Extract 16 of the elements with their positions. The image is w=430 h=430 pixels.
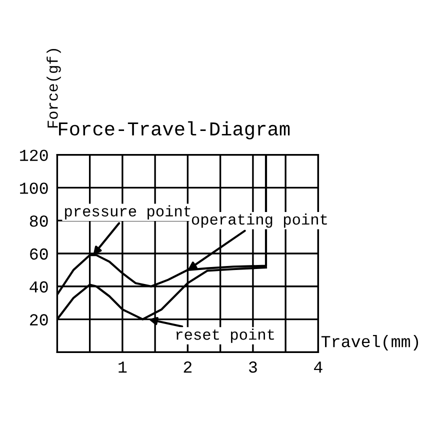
annotation: operating point [192,213,327,228]
y-tick-label: 120 [20,150,48,162]
y-tick-label: 80 [30,215,48,227]
x-tick-label: 3 [248,361,257,373]
y-tick-label: 60 [30,248,48,260]
annotation: reset point [176,328,274,343]
x-tick-label: 4 [314,362,322,373]
chart-title: Force-Travel-Diagram [59,121,290,140]
annotation: pressure point [65,205,190,220]
x-axis-title: Travel(mm) [321,334,418,351]
y-axis-title: Force(gf) [46,49,61,128]
x-tick-label: 1 [118,362,127,373]
y-tick-label: 100 [20,182,48,194]
x-tick-label: 2 [184,361,192,373]
y-tick-label: 40 [30,281,48,293]
y-tick-label: 20 [30,314,48,326]
